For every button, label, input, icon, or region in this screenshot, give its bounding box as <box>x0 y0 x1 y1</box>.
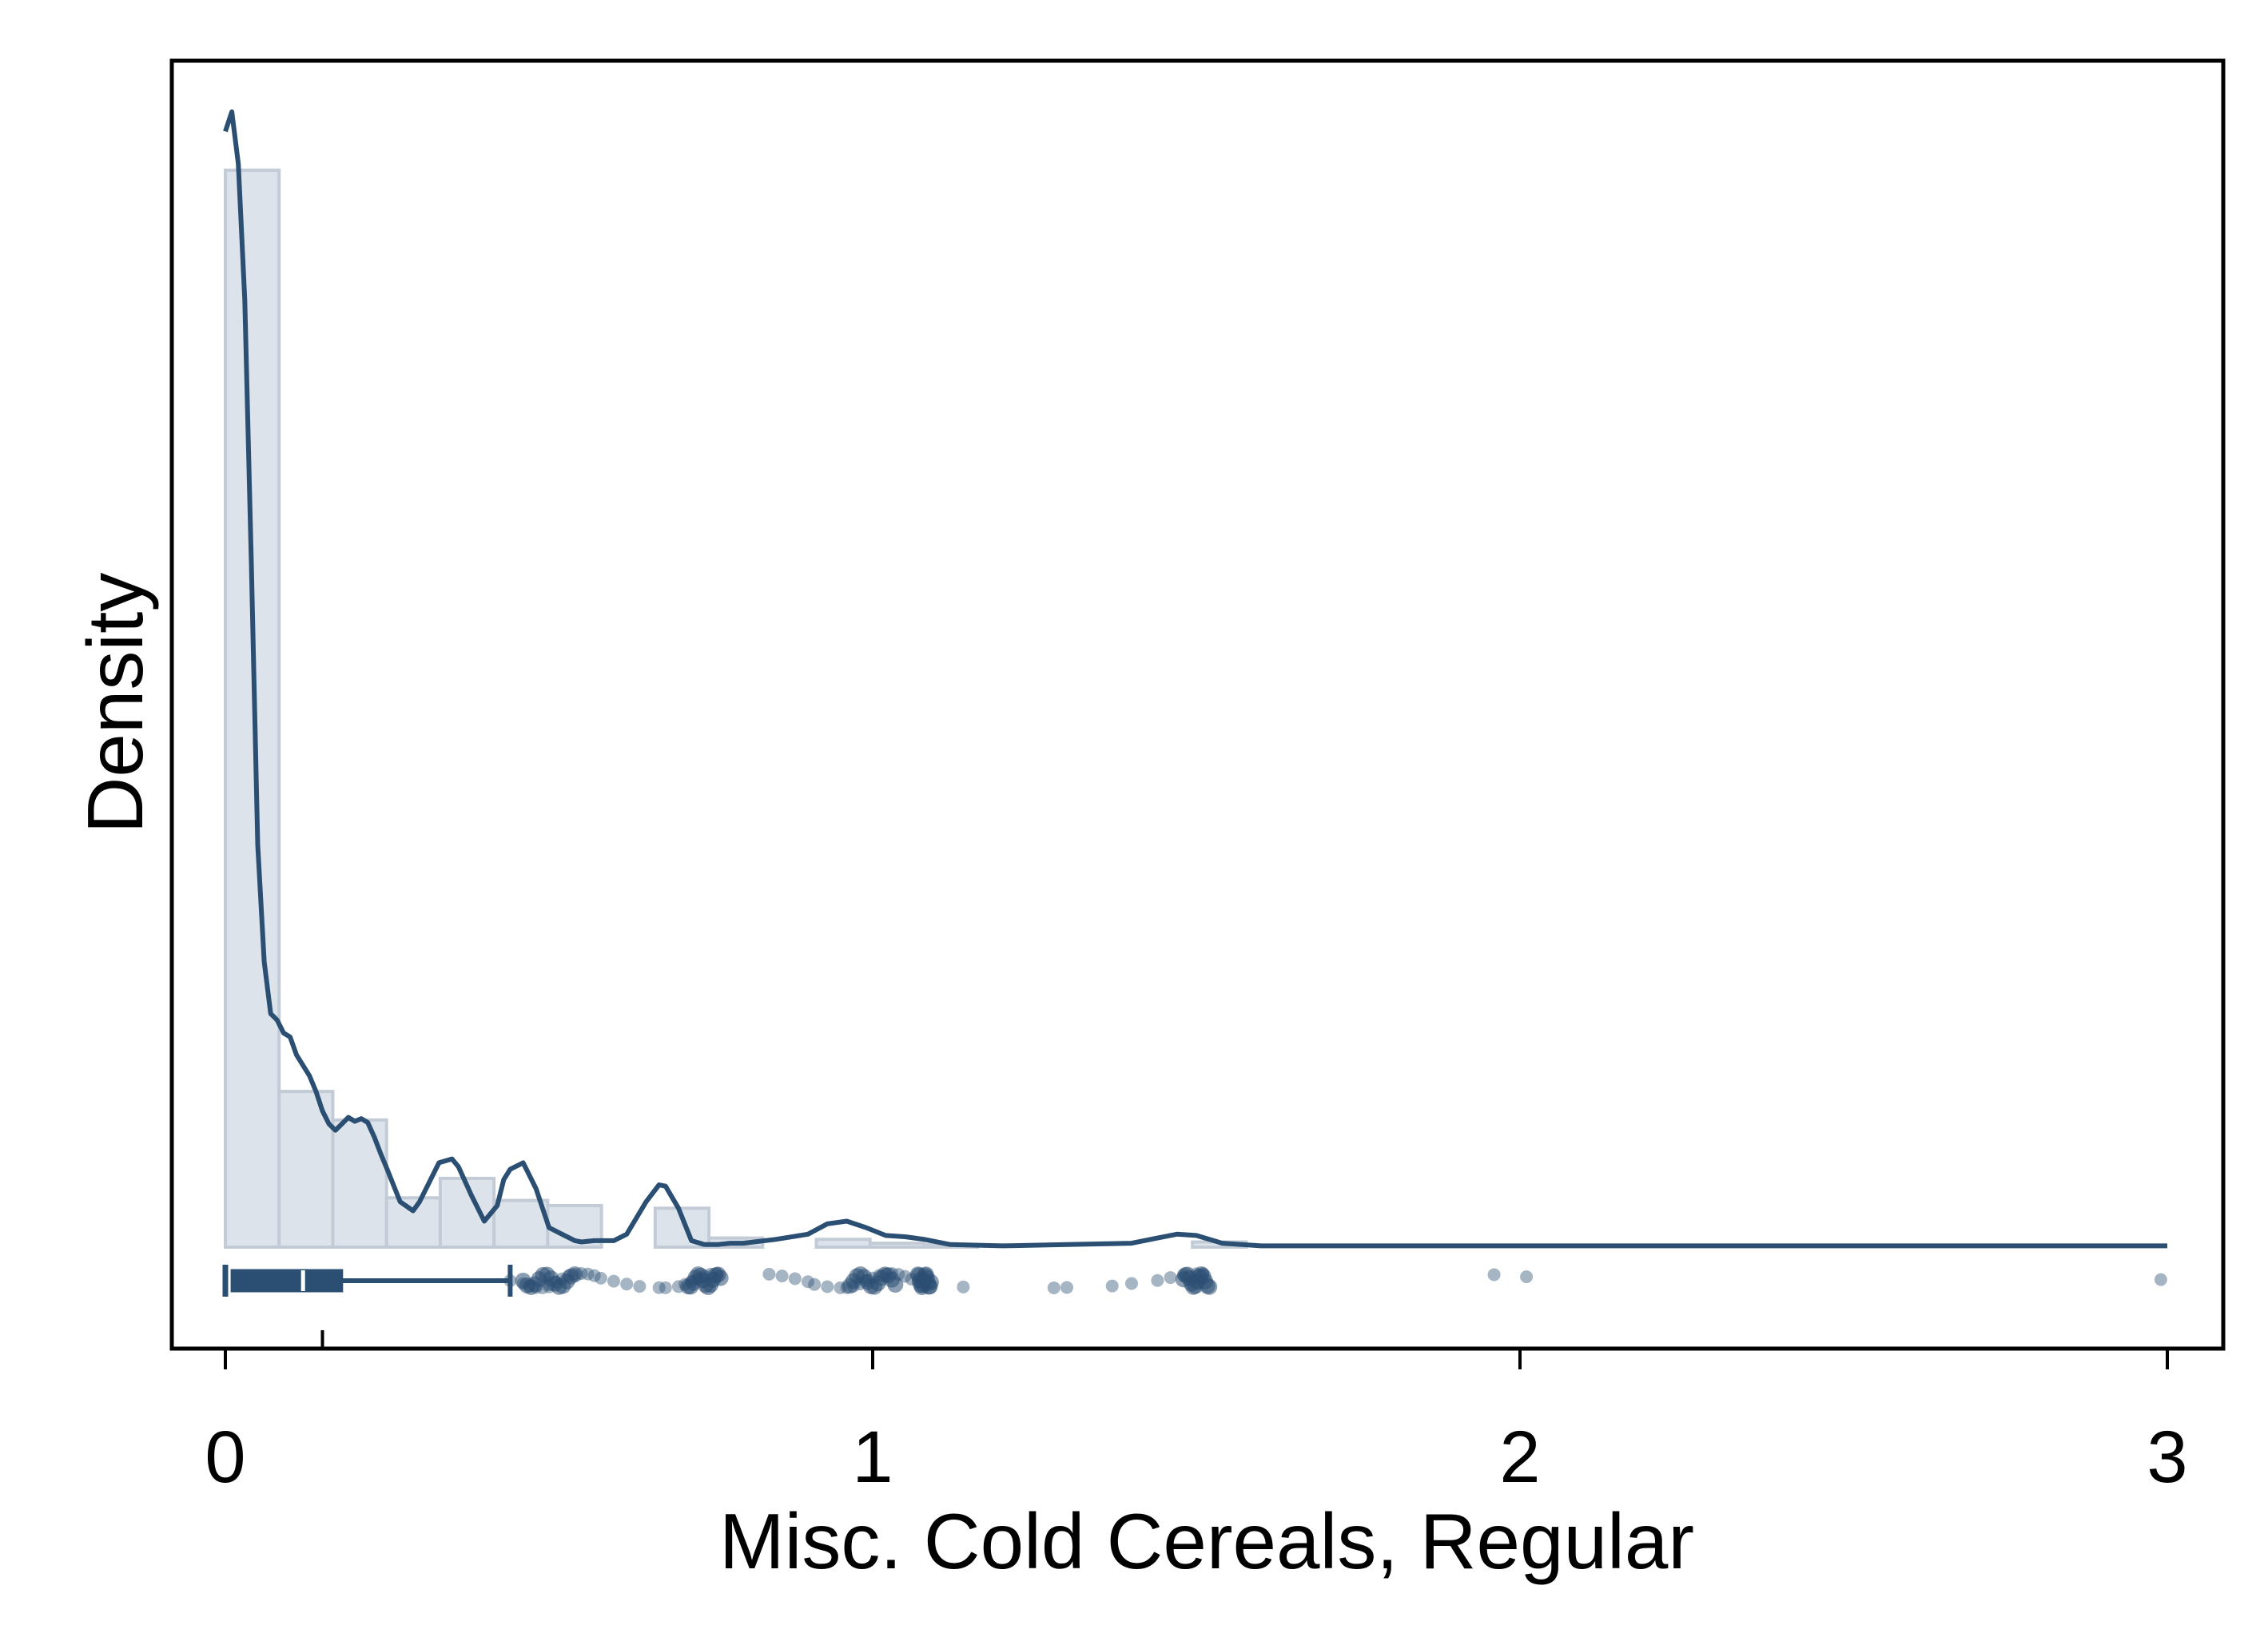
outlier-point <box>633 1280 647 1293</box>
outlier-point <box>567 1266 583 1283</box>
histogram-bar <box>814 1238 872 1249</box>
outlier-point <box>922 1274 939 1290</box>
outlier-point <box>1047 1281 1060 1294</box>
outlier-point <box>762 1267 776 1281</box>
histogram-bar <box>868 1242 925 1250</box>
x-axis: 0 1 2 3 <box>205 1349 2188 1498</box>
outlier-point <box>607 1274 620 1288</box>
outlier-point <box>1105 1279 1119 1293</box>
interquartile-box <box>230 1269 344 1293</box>
outlier-point <box>620 1277 634 1291</box>
plot-frame <box>169 58 2226 1351</box>
outlier-points <box>503 1266 2167 1295</box>
outlier-point <box>2154 1273 2167 1286</box>
outlier-point <box>1164 1271 1177 1285</box>
outlier-point <box>775 1270 789 1283</box>
histogram-bar <box>331 1118 388 1250</box>
histogram-bar <box>384 1196 442 1249</box>
outlier-point <box>808 1277 822 1291</box>
histogram-bar <box>438 1176 496 1249</box>
outlier-point <box>898 1270 912 1283</box>
outlier-point <box>652 1281 666 1294</box>
outlier-point <box>1060 1281 1073 1294</box>
outlier-point <box>587 1269 601 1282</box>
outlier-point <box>1487 1268 1501 1281</box>
outlier-point <box>659 1281 672 1294</box>
outlier-point <box>581 1267 595 1281</box>
x-tick-label: 2 <box>1499 1417 1540 1498</box>
outlier-point <box>712 1270 729 1286</box>
outlier-point <box>1201 1278 1218 1295</box>
outlier-point <box>788 1272 802 1285</box>
x-tick-label: 3 <box>2147 1417 2187 1498</box>
outlier-point <box>1151 1274 1164 1287</box>
x-axis-label: Misc. Cold Cereals, Regular <box>719 1497 1694 1585</box>
x-tick-label: 0 <box>205 1417 245 1498</box>
outlier-point <box>503 1274 517 1287</box>
boxplot-layer <box>222 1265 513 1349</box>
outlier-point <box>821 1280 834 1293</box>
outlier-point <box>957 1280 970 1293</box>
histogram-bar <box>224 169 281 1250</box>
x-tick-label: 1 <box>852 1417 893 1498</box>
histogram-bar <box>492 1198 550 1250</box>
density-curve-layer <box>223 109 2167 1249</box>
outlier-point <box>1520 1270 1534 1284</box>
outlier-point <box>594 1271 607 1285</box>
y-axis-label: Density <box>71 573 159 834</box>
outlier-point <box>802 1275 814 1289</box>
outlier-point <box>887 1277 904 1293</box>
density-curve <box>223 109 2167 1249</box>
outlier-point <box>1125 1277 1138 1290</box>
